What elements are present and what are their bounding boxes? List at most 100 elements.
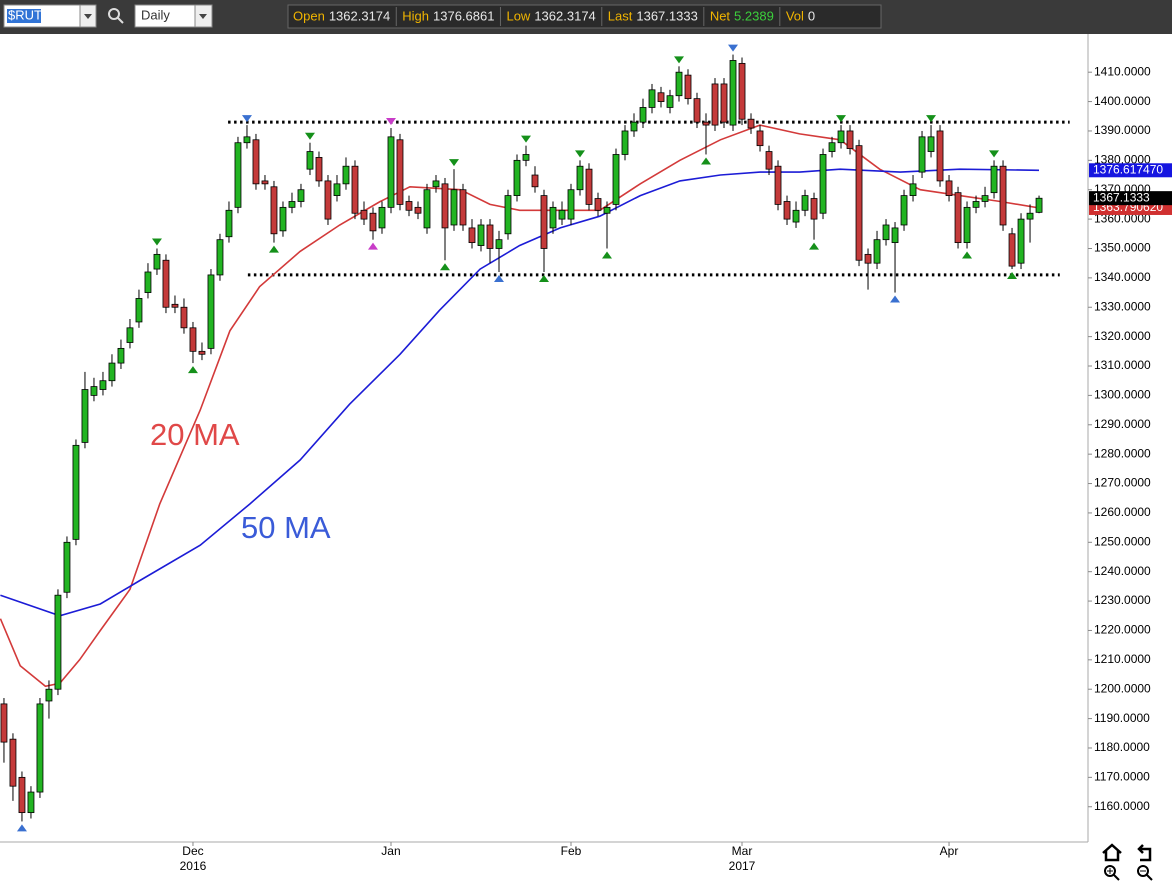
candle-body [288,201,296,208]
dropdown-arrow [84,14,92,19]
y-tick-label: 1320.0000 [1094,329,1151,343]
pivot-marker [809,242,820,250]
candle-body [27,791,35,814]
candle-body [540,195,548,249]
symbol: $RUT [8,7,42,22]
candle-body [513,159,521,196]
candle-body [315,157,323,182]
candle-body [819,154,827,214]
pivot-marker [241,115,252,123]
zoom-in-button[interactable] [1104,865,1120,881]
price-tag [1089,191,1172,206]
candle-body [999,165,1007,226]
y-tick-label: 1210.0000 [1094,652,1151,666]
candle-body [567,189,575,220]
candle-body [261,180,269,185]
pivot-marker [890,295,901,303]
y-tick-label: 1340.0000 [1094,270,1151,284]
pivot-marker [493,274,504,282]
candle-body [216,239,224,276]
pivot-marker [728,44,739,52]
plot-area [0,44,1070,832]
candle-body [765,151,773,170]
interval: Daily [141,7,170,22]
candle-body [468,227,476,244]
pivot-marker [385,118,396,126]
y-tick-label: 1180.0000 [1094,740,1150,754]
candle-body [585,168,593,205]
candle-body [675,71,683,97]
pivot-marker [602,251,613,259]
y-tick-label: 1240.0000 [1094,564,1151,578]
candle-body [450,189,458,226]
candle-body [477,224,485,246]
candle-body [720,83,728,123]
y-tick-label: 1170.0000 [1094,770,1150,784]
y-tick-label: 1330.0000 [1094,299,1151,313]
y-tick-label: 1410.0000 [1094,64,1151,78]
y-tick-label: 1160.0000 [1094,799,1150,813]
ma-annotation: 20 MA [150,417,240,452]
candle-body [639,107,647,123]
candle-body [171,303,179,308]
home-button[interactable] [1102,843,1122,862]
candle-body [432,180,440,188]
candle-body [504,195,512,235]
pivot-marker [989,150,1000,158]
y-tick-label: 1250.0000 [1094,534,1151,548]
candle-body [684,74,692,100]
candle-body [873,239,881,264]
candle-body [576,165,584,191]
y-tick-label: 1190.0000 [1094,711,1150,725]
y-tick-label: 1310.0000 [1094,358,1151,372]
candle-body [252,139,260,185]
quote-label: Open [293,8,325,23]
candle-body [882,224,890,241]
zoom-out-button[interactable] [1137,865,1153,881]
candle-body [927,136,935,152]
x-tick-label: Apr [940,844,959,858]
quote-label: Net [710,8,731,23]
quote-value: 1367.1333 [636,8,697,23]
candle-body [90,386,98,396]
candle-body [783,201,791,220]
pivot-marker [151,238,162,246]
candle-body [756,130,764,147]
candle-body [558,209,566,220]
candle-body [243,136,251,144]
candle-body [63,541,71,593]
candle-body [630,121,638,132]
y-tick-label: 1290.0000 [1094,417,1151,431]
candle-body [936,130,944,182]
candle-body [180,306,188,329]
pivot-marker [539,274,549,282]
candle-body [864,253,872,264]
candle-body [189,327,197,352]
y-tick-label: 1350.0000 [1094,241,1151,255]
candle-body [693,98,701,123]
x-tick-label: Dec [182,844,203,858]
candle-body [810,198,818,220]
candle-body [414,206,422,214]
candle-body [153,253,161,270]
candle-body [1035,197,1043,213]
candle-body [351,165,359,214]
candle-body [621,130,629,155]
candle-body [72,444,80,540]
pivot-marker [268,245,279,253]
undo-button[interactable] [1137,844,1152,862]
x-tick-label: Feb [561,844,582,858]
search-button[interactable] [108,8,124,24]
candle-body [981,195,989,202]
candle-body [792,209,800,223]
candle-body [1026,212,1034,220]
price-tag-label: 1367.1333 [1093,190,1150,204]
pivot-marker [367,242,378,250]
pivot-marker [674,56,685,64]
candle-body [297,189,305,202]
y-tick-label: 1400.0000 [1094,94,1151,108]
ma-annotation: 50 MA [241,510,331,545]
dropdown-arrow [199,14,207,19]
year-label: 2017 [729,859,756,873]
